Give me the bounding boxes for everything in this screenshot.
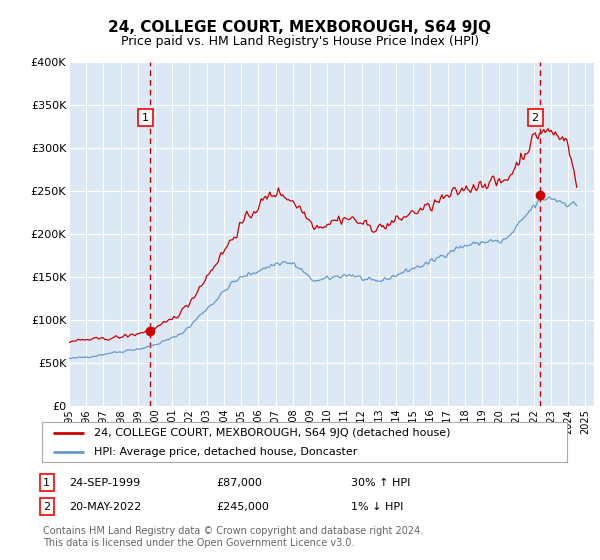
Text: £245,000: £245,000 — [216, 502, 269, 512]
Text: 1% ↓ HPI: 1% ↓ HPI — [351, 502, 403, 512]
Text: 1: 1 — [43, 478, 50, 488]
Text: 20-MAY-2022: 20-MAY-2022 — [69, 502, 141, 512]
Text: 24-SEP-1999: 24-SEP-1999 — [69, 478, 140, 488]
Text: £87,000: £87,000 — [216, 478, 262, 488]
Text: Contains HM Land Registry data © Crown copyright and database right 2024.: Contains HM Land Registry data © Crown c… — [43, 526, 424, 536]
Text: HPI: Average price, detached house, Doncaster: HPI: Average price, detached house, Donc… — [95, 447, 358, 457]
Text: This data is licensed under the Open Government Licence v3.0.: This data is licensed under the Open Gov… — [43, 538, 355, 548]
Text: Price paid vs. HM Land Registry's House Price Index (HPI): Price paid vs. HM Land Registry's House … — [121, 35, 479, 48]
Text: 24, COLLEGE COURT, MEXBOROUGH, S64 9JQ (detached house): 24, COLLEGE COURT, MEXBOROUGH, S64 9JQ (… — [95, 428, 451, 437]
Text: 30% ↑ HPI: 30% ↑ HPI — [351, 478, 410, 488]
Text: 24, COLLEGE COURT, MEXBOROUGH, S64 9JQ: 24, COLLEGE COURT, MEXBOROUGH, S64 9JQ — [109, 20, 491, 35]
Text: 2: 2 — [43, 502, 50, 512]
Text: 1: 1 — [142, 113, 149, 123]
Text: 2: 2 — [532, 113, 539, 123]
